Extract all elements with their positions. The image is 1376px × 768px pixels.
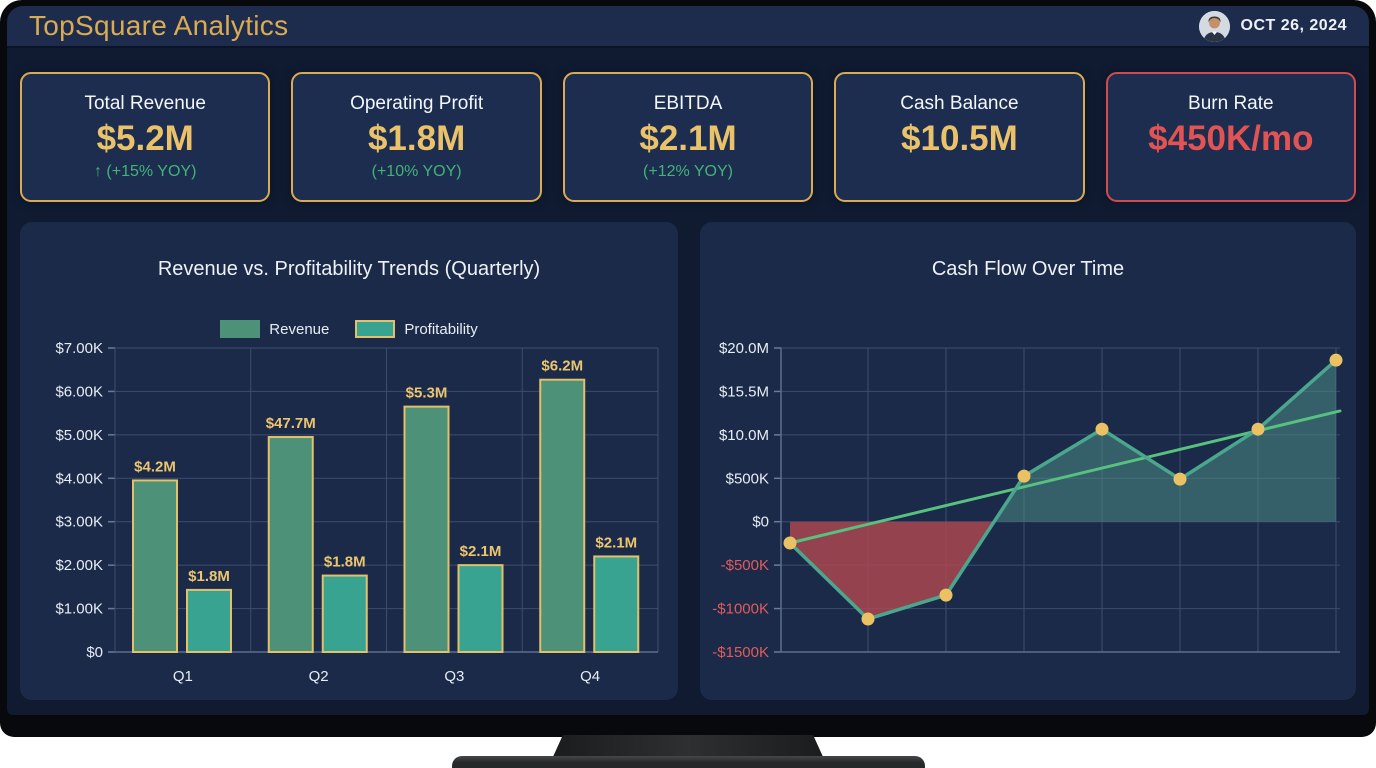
x-axis-label: Q4 — [580, 668, 600, 685]
y-axis-label: $3.00K — [55, 514, 103, 531]
data-point — [1251, 422, 1265, 436]
kpi-label: Burn Rate — [1188, 92, 1274, 114]
bar-value-label: $4.2M — [134, 458, 176, 475]
legend-item-revenue: Revenue — [220, 320, 329, 338]
legend-label-revenue: Revenue — [269, 320, 330, 338]
kpi-card-cash-balance: Cash Balance $10.5M — [834, 72, 1085, 202]
y-axis-label: $10.0M — [719, 427, 769, 444]
kpi-delta: (+10% YOY) — [371, 163, 462, 181]
data-point — [861, 612, 875, 626]
kpi-card-burn-rate: Burn Rate $450K/mo — [1105, 72, 1357, 202]
y-axis-label: -$1000K — [712, 601, 769, 618]
kpi-card-total-revenue: Total Revenue $5.2M ↑ (+15% YOY) — [20, 72, 271, 202]
legend-swatch-revenue — [220, 320, 261, 338]
y-axis-label: $4.00K — [55, 470, 103, 487]
data-point — [1017, 469, 1031, 483]
y-axis-label: $15.5M — [719, 383, 769, 400]
avatar[interactable] — [1198, 10, 1230, 42]
bar-value-label: $2.1M — [460, 543, 502, 560]
bar-value-label: $1.8M — [188, 568, 230, 585]
legend-item-profitability: Profitability — [355, 320, 478, 338]
kpi-value: $1.8M — [367, 118, 466, 158]
data-point — [1095, 422, 1109, 436]
x-axis-label: Q2 — [309, 668, 329, 685]
x-axis-label: Q3 — [444, 668, 464, 685]
y-axis-label: $20.0M — [719, 340, 769, 357]
kpi-row: Total Revenue $5.2M ↑ (+15% YOY) Operati… — [20, 72, 1357, 202]
bar-revenue-q1 — [132, 479, 178, 653]
cash-flow-line — [788, 358, 1338, 621]
monitor-stand-base — [452, 756, 925, 768]
y-axis-label: $7.00K — [55, 340, 103, 357]
kpi-label: Total Revenue — [84, 92, 206, 114]
data-point — [939, 588, 953, 602]
bar-chart: $7.00K $6.00K $5.00K $4.00K $3.00K $2.00K $1.0… — [55, 340, 659, 685]
data-point — [1329, 353, 1343, 367]
data-point — [1173, 472, 1187, 486]
app-title: TopSquare Analytics — [29, 10, 289, 41]
bar-value-label: $1.8M — [324, 554, 366, 571]
kpi-card-ebitda: EBITDA $2.1M (+12% YOY) — [562, 72, 814, 202]
kpi-label: EBITDA — [653, 92, 723, 114]
panel-revenue-profitability: Revenue vs. Profitability Trends (Quarte… — [20, 222, 678, 700]
bar-revenue-q4 — [539, 378, 586, 654]
user-icon — [1198, 10, 1230, 42]
bar-revenue-q2 — [267, 436, 314, 654]
y-axis-label: $0 — [86, 644, 103, 661]
positive-area — [994, 360, 1336, 522]
y-axis-label: $1.00K — [55, 601, 103, 618]
monitor-stand-neck — [552, 735, 824, 759]
bar-value-label: $2.1M — [595, 534, 637, 551]
y-axis-label: $6.00K — [55, 383, 103, 400]
kpi-value: $10.5M — [901, 118, 1018, 158]
panel-cash-flow: Cash Flow Over Time $20.0M $15.5M $10.0M $5… — [700, 222, 1356, 700]
bar-profitability-q1 — [186, 588, 232, 653]
bar-value-label: $47.7M — [266, 415, 316, 432]
bar-value-label: $6.2M — [541, 358, 583, 375]
kpi-label: Operating Profit — [350, 92, 484, 114]
monitor-bezel: TopSquare Analytics OCT 26, 2024 Total R… — [0, 0, 1376, 737]
y-axis-label: -$1500K — [712, 644, 769, 661]
area-chart: $20.0M $15.5M $10.0M $500K $0 -$500K -$1000K -$… — [712, 340, 1343, 661]
y-axis-label: $5.00K — [55, 427, 103, 444]
kpi-value: $5.2M — [96, 118, 194, 158]
kpi-delta: (+12% YOY) — [643, 163, 733, 181]
data-point — [783, 536, 797, 550]
area-chart-title: Cash Flow Over Time — [931, 258, 1125, 280]
bar-profitability-q4 — [593, 555, 640, 653]
bar-revenue-q3 — [403, 405, 450, 653]
header-right: OCT 26, 2024 — [1198, 10, 1348, 42]
kpi-card-operating-profit: Operating Profit $1.8M (+10% YOY) — [291, 72, 542, 202]
legend-swatch-profitability — [355, 320, 396, 338]
kpi-value: $450K/mo — [1148, 118, 1314, 158]
app-header: TopSquare Analytics OCT 26, 2024 — [7, 6, 1369, 48]
y-axis-label: $2.00K — [55, 557, 103, 574]
y-axis-label: $500K — [726, 470, 769, 487]
legend-label-profitability: Profitability — [404, 320, 478, 338]
dashboard-screen: TopSquare Analytics OCT 26, 2024 Total R… — [7, 6, 1369, 715]
bar-value-label: $5.3M — [406, 385, 448, 402]
trend-line — [788, 409, 1342, 545]
kpi-value: $2.1M — [639, 118, 737, 158]
y-axis-label: $0 — [752, 514, 769, 531]
bar-profitability-q2 — [321, 574, 368, 654]
bar-chart-title: Revenue vs. Profitability Trends (Quarte… — [157, 258, 541, 280]
y-axis-label: -$500K — [721, 557, 769, 574]
bar-chart-legend: Revenue Profitability — [20, 320, 678, 338]
bar-profitability-q3 — [457, 564, 504, 653]
x-axis-label: Q1 — [173, 668, 193, 685]
kpi-delta: ↑ (+15% YOY) — [93, 163, 197, 181]
kpi-label: Cash Balance — [900, 92, 1019, 114]
header-date: OCT 26, 2024 — [1240, 17, 1347, 34]
